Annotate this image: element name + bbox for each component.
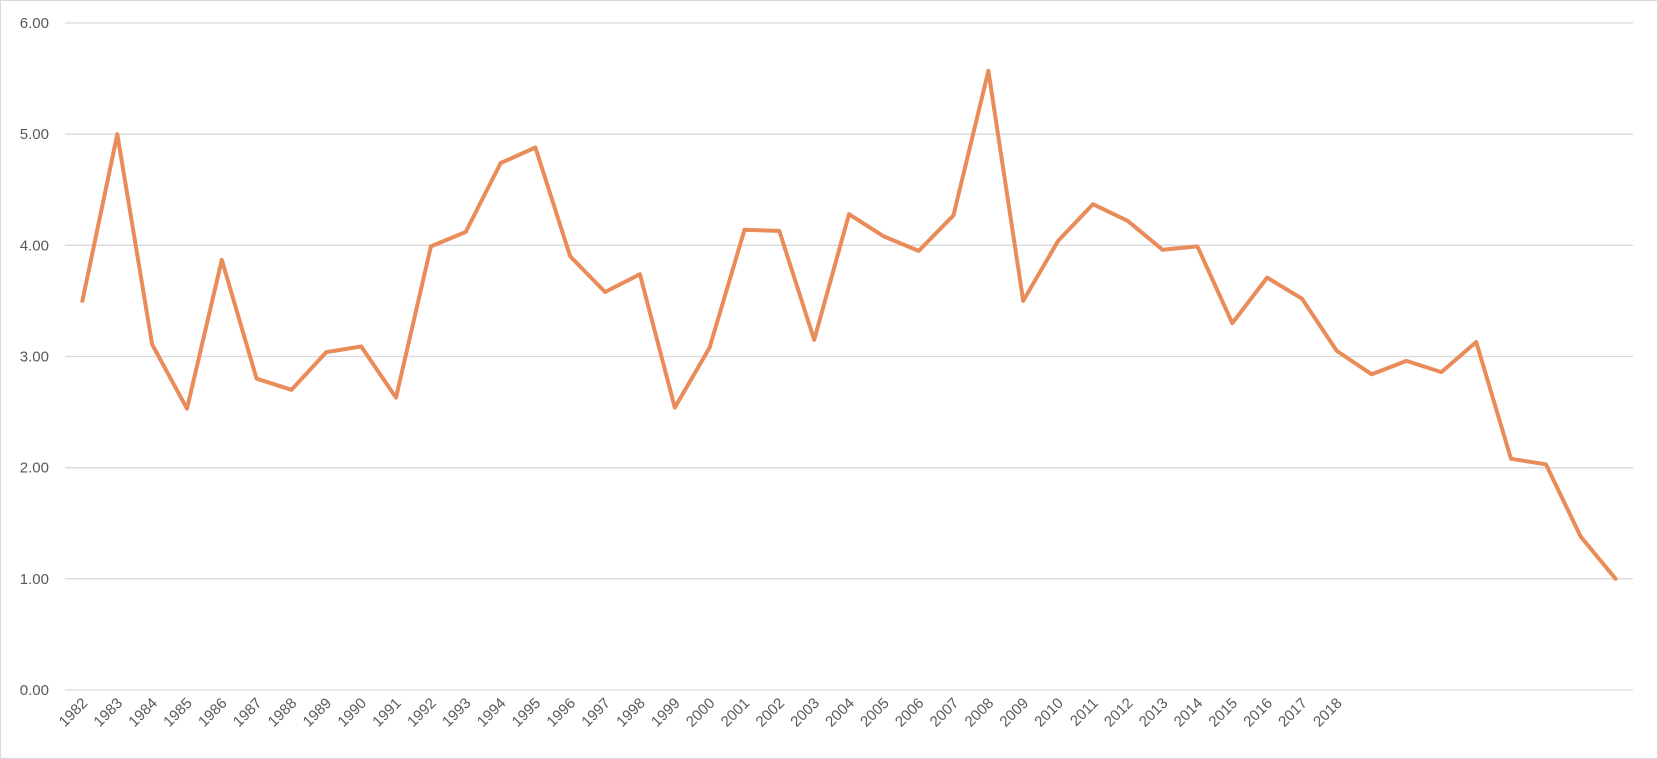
y-tick-label: 0.00 (20, 682, 49, 699)
y-tick-label: 2.00 (20, 460, 49, 477)
data-line (80, 68, 1618, 581)
y-tick-label: 6.00 (20, 15, 49, 32)
y-tick-label: 3.00 (20, 349, 49, 366)
y-tick-label: 1.00 (20, 571, 49, 588)
y-tick-label: 5.00 (20, 126, 49, 143)
y-tick-label: 4.00 (20, 237, 49, 254)
